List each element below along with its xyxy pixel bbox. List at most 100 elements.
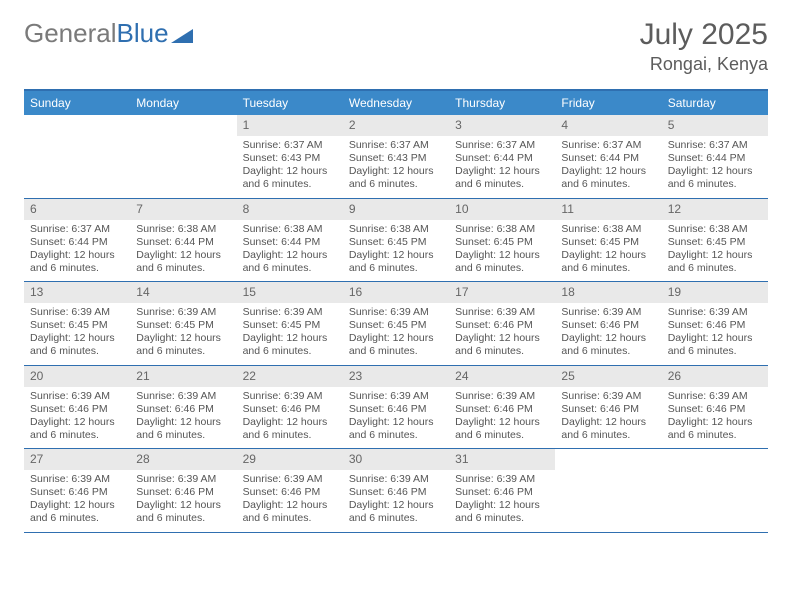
sunrise-line: Sunrise: 6:39 AM — [561, 306, 655, 319]
day-details: Sunrise: 6:39 AMSunset: 6:45 PMDaylight:… — [24, 303, 130, 365]
sunset-line: Sunset: 6:46 PM — [30, 403, 124, 416]
sunset-line: Sunset: 6:46 PM — [243, 486, 337, 499]
day-details: Sunrise: 6:39 AMSunset: 6:46 PMDaylight:… — [555, 303, 661, 365]
day-details: Sunrise: 6:39 AMSunset: 6:46 PMDaylight:… — [449, 470, 555, 532]
daylight-line: Daylight: 12 hours and 6 minutes. — [455, 499, 549, 525]
sunrise-line: Sunrise: 6:39 AM — [136, 306, 230, 319]
day-details: Sunrise: 6:39 AMSunset: 6:45 PMDaylight:… — [343, 303, 449, 365]
day-number: 21 — [130, 366, 236, 387]
day-details: Sunrise: 6:37 AMSunset: 6:44 PMDaylight:… — [449, 136, 555, 198]
day-details: Sunrise: 6:39 AMSunset: 6:46 PMDaylight:… — [343, 387, 449, 449]
sunset-line: Sunset: 6:46 PM — [561, 403, 655, 416]
calendar-cell: 13Sunrise: 6:39 AMSunset: 6:45 PMDayligh… — [24, 282, 130, 365]
calendar-cell: 8Sunrise: 6:38 AMSunset: 6:44 PMDaylight… — [237, 199, 343, 282]
sunset-line: Sunset: 6:46 PM — [561, 319, 655, 332]
day-number: 29 — [237, 449, 343, 470]
sunrise-line: Sunrise: 6:37 AM — [561, 139, 655, 152]
sunrise-line: Sunrise: 6:39 AM — [30, 473, 124, 486]
dow-monday: Monday — [130, 91, 236, 115]
day-number: 20 — [24, 366, 130, 387]
daylight-line: Daylight: 12 hours and 6 minutes. — [243, 332, 337, 358]
sunset-line: Sunset: 6:45 PM — [30, 319, 124, 332]
calendar-week: 1Sunrise: 6:37 AMSunset: 6:43 PMDaylight… — [24, 115, 768, 199]
day-details: Sunrise: 6:39 AMSunset: 6:46 PMDaylight:… — [237, 470, 343, 532]
day-number: 3 — [449, 115, 555, 136]
day-number: 6 — [24, 199, 130, 220]
sunrise-line: Sunrise: 6:39 AM — [455, 306, 549, 319]
day-details: Sunrise: 6:39 AMSunset: 6:46 PMDaylight:… — [662, 387, 768, 449]
sunset-line: Sunset: 6:44 PM — [136, 236, 230, 249]
title-block: July 2025 Rongai, Kenya — [640, 18, 768, 75]
sunset-line: Sunset: 6:44 PM — [561, 152, 655, 165]
sunrise-line: Sunrise: 6:39 AM — [668, 390, 762, 403]
day-number: 8 — [237, 199, 343, 220]
day-details: Sunrise: 6:39 AMSunset: 6:46 PMDaylight:… — [449, 387, 555, 449]
calendar-cell — [24, 115, 130, 198]
calendar-cell: 17Sunrise: 6:39 AMSunset: 6:46 PMDayligh… — [449, 282, 555, 365]
day-number: 30 — [343, 449, 449, 470]
day-details: Sunrise: 6:37 AMSunset: 6:44 PMDaylight:… — [24, 220, 130, 282]
calendar-cell: 2Sunrise: 6:37 AMSunset: 6:43 PMDaylight… — [343, 115, 449, 198]
daylight-line: Daylight: 12 hours and 6 minutes. — [455, 332, 549, 358]
calendar-cell — [130, 115, 236, 198]
sunrise-line: Sunrise: 6:37 AM — [30, 223, 124, 236]
sunrise-line: Sunrise: 6:38 AM — [136, 223, 230, 236]
triangle-icon — [171, 25, 193, 43]
sunset-line: Sunset: 6:43 PM — [349, 152, 443, 165]
sunset-line: Sunset: 6:45 PM — [349, 319, 443, 332]
calendar-cell: 16Sunrise: 6:39 AMSunset: 6:45 PMDayligh… — [343, 282, 449, 365]
calendar-cell: 21Sunrise: 6:39 AMSunset: 6:46 PMDayligh… — [130, 366, 236, 449]
sunrise-line: Sunrise: 6:38 AM — [349, 223, 443, 236]
day-number: 17 — [449, 282, 555, 303]
logo-text: GeneralBlue — [24, 18, 169, 49]
daylight-line: Daylight: 12 hours and 6 minutes. — [30, 416, 124, 442]
calendar-cell — [555, 449, 661, 532]
daylight-line: Daylight: 12 hours and 6 minutes. — [668, 332, 762, 358]
sunrise-line: Sunrise: 6:38 AM — [561, 223, 655, 236]
day-details: Sunrise: 6:39 AMSunset: 6:45 PMDaylight:… — [237, 303, 343, 365]
day-number: 28 — [130, 449, 236, 470]
sunrise-line: Sunrise: 6:37 AM — [349, 139, 443, 152]
day-number: 9 — [343, 199, 449, 220]
calendar-cell: 6Sunrise: 6:37 AMSunset: 6:44 PMDaylight… — [24, 199, 130, 282]
daylight-line: Daylight: 12 hours and 6 minutes. — [455, 249, 549, 275]
dow-tuesday: Tuesday — [237, 91, 343, 115]
sunset-line: Sunset: 6:45 PM — [243, 319, 337, 332]
day-details: Sunrise: 6:39 AMSunset: 6:45 PMDaylight:… — [130, 303, 236, 365]
month-title: July 2025 — [640, 18, 768, 52]
sunrise-line: Sunrise: 6:39 AM — [136, 390, 230, 403]
calendar: Sunday Monday Tuesday Wednesday Thursday… — [24, 89, 768, 533]
day-details: Sunrise: 6:37 AMSunset: 6:44 PMDaylight:… — [555, 136, 661, 198]
day-details: Sunrise: 6:39 AMSunset: 6:46 PMDaylight:… — [237, 387, 343, 449]
day-number: 11 — [555, 199, 661, 220]
day-number: 4 — [555, 115, 661, 136]
calendar-cell: 23Sunrise: 6:39 AMSunset: 6:46 PMDayligh… — [343, 366, 449, 449]
sunrise-line: Sunrise: 6:39 AM — [668, 306, 762, 319]
day-details: Sunrise: 6:39 AMSunset: 6:46 PMDaylight:… — [555, 387, 661, 449]
sunset-line: Sunset: 6:46 PM — [136, 403, 230, 416]
day-details: Sunrise: 6:39 AMSunset: 6:46 PMDaylight:… — [130, 387, 236, 449]
day-of-week-header: Sunday Monday Tuesday Wednesday Thursday… — [24, 91, 768, 115]
day-details: Sunrise: 6:39 AMSunset: 6:46 PMDaylight:… — [24, 387, 130, 449]
daylight-line: Daylight: 12 hours and 6 minutes. — [349, 249, 443, 275]
day-number: 22 — [237, 366, 343, 387]
calendar-cell: 7Sunrise: 6:38 AMSunset: 6:44 PMDaylight… — [130, 199, 236, 282]
calendar-cell: 14Sunrise: 6:39 AMSunset: 6:45 PMDayligh… — [130, 282, 236, 365]
sunset-line: Sunset: 6:46 PM — [243, 403, 337, 416]
calendar-cell: 10Sunrise: 6:38 AMSunset: 6:45 PMDayligh… — [449, 199, 555, 282]
sunrise-line: Sunrise: 6:37 AM — [243, 139, 337, 152]
dow-saturday: Saturday — [662, 91, 768, 115]
sunset-line: Sunset: 6:46 PM — [455, 486, 549, 499]
calendar-week: 27Sunrise: 6:39 AMSunset: 6:46 PMDayligh… — [24, 449, 768, 533]
calendar-cell: 27Sunrise: 6:39 AMSunset: 6:46 PMDayligh… — [24, 449, 130, 532]
sunset-line: Sunset: 6:46 PM — [668, 319, 762, 332]
sunset-line: Sunset: 6:44 PM — [243, 236, 337, 249]
calendar-cell: 24Sunrise: 6:39 AMSunset: 6:46 PMDayligh… — [449, 366, 555, 449]
calendar-cell: 12Sunrise: 6:38 AMSunset: 6:45 PMDayligh… — [662, 199, 768, 282]
calendar-cell: 1Sunrise: 6:37 AMSunset: 6:43 PMDaylight… — [237, 115, 343, 198]
daylight-line: Daylight: 12 hours and 6 minutes. — [349, 332, 443, 358]
sunrise-line: Sunrise: 6:39 AM — [243, 306, 337, 319]
calendar-cell — [662, 449, 768, 532]
day-number: 26 — [662, 366, 768, 387]
sunrise-line: Sunrise: 6:38 AM — [455, 223, 549, 236]
